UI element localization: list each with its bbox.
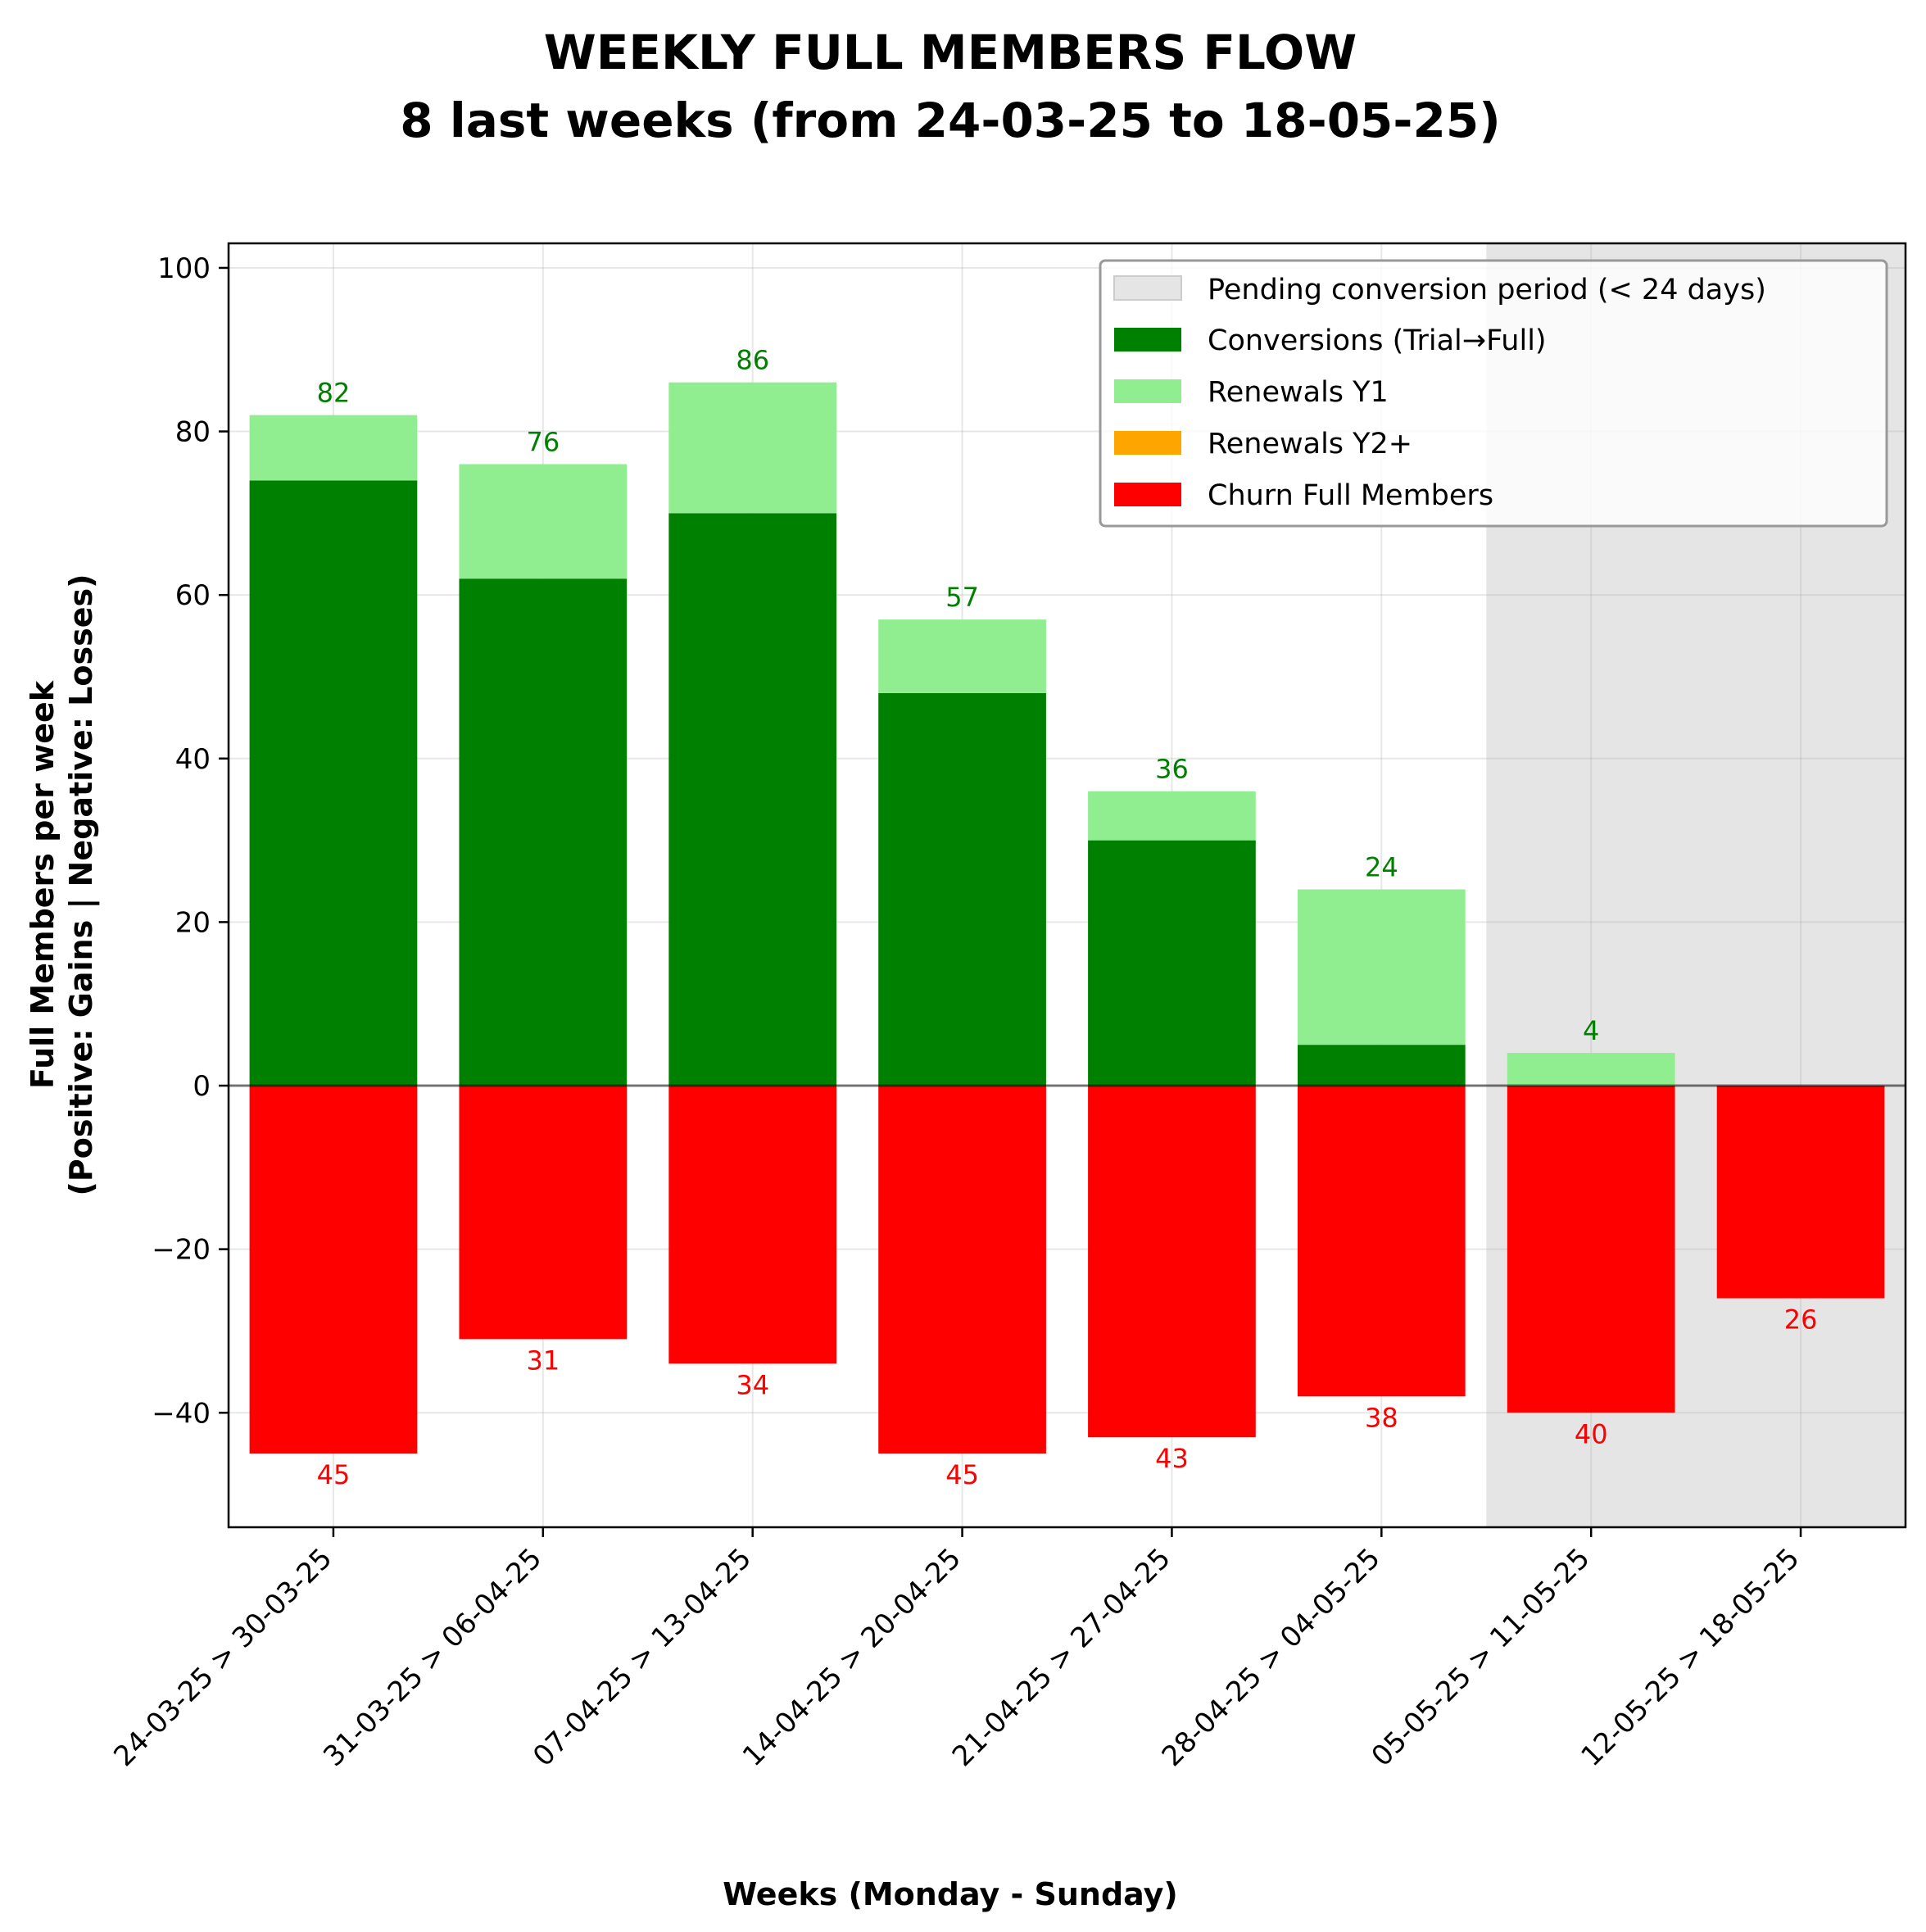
bar-churn-full-members bbox=[1297, 1086, 1466, 1397]
loss-total-label: 38 bbox=[1365, 1402, 1398, 1433]
gain-total-label: 86 bbox=[736, 345, 769, 376]
bar-renewals-y1 bbox=[878, 619, 1046, 693]
bar-conversions-trial-full bbox=[1297, 1045, 1466, 1086]
bar-churn-full-members bbox=[249, 1086, 418, 1454]
legend-swatch-renewals-y2 bbox=[1114, 431, 1181, 455]
y-axis-title-line1: Full Members per week bbox=[25, 680, 61, 1089]
x-tick-label: 05-05-25 > 11-05-25 bbox=[1366, 1542, 1597, 1773]
x-tick-label: 28-04-25 > 04-05-25 bbox=[1156, 1542, 1387, 1773]
chart-title-line1: WEEKLY FULL MEMBERS FLOW bbox=[544, 25, 1357, 80]
legend-swatch-conversions bbox=[1114, 328, 1181, 351]
y-axis-title-line2: (Positive: Gains | Negative: Losses) bbox=[63, 574, 100, 1196]
bar-conversions-trial-full bbox=[668, 513, 837, 1086]
x-tick-label: 14-04-25 > 20-04-25 bbox=[736, 1542, 968, 1773]
plot-frame bbox=[227, 242, 1907, 1529]
y-tick-label: 40 bbox=[175, 743, 211, 776]
gain-total-label: 76 bbox=[526, 426, 560, 457]
loss-total-label: 40 bbox=[1575, 1418, 1608, 1449]
loss-total-label: 45 bbox=[945, 1459, 979, 1490]
legend-label-churn: Churn Full Members bbox=[1208, 479, 1493, 512]
bar-churn-full-members bbox=[1507, 1086, 1675, 1413]
bar-renewals-y1 bbox=[1297, 889, 1466, 1045]
x-axis-title: Weeks (Monday - Sunday) bbox=[723, 1876, 1178, 1912]
legend-swatch-churn bbox=[1114, 483, 1181, 506]
legend-swatch-pending bbox=[1113, 275, 1182, 301]
x-tick-label: 31-03-25 > 06-04-25 bbox=[317, 1542, 548, 1773]
legend-label-renewals-y1: Renewals Y1 bbox=[1208, 376, 1389, 409]
x-tick-label: 12-05-25 > 18-05-25 bbox=[1575, 1542, 1806, 1773]
y-tick-label: 20 bbox=[175, 906, 211, 939]
x-tick-label: 07-04-25 > 13-04-25 bbox=[527, 1542, 758, 1773]
legend-label-renewals-y2: Renewals Y2+ bbox=[1208, 428, 1412, 460]
bar-churn-full-members bbox=[1088, 1086, 1256, 1438]
gain-total-label: 82 bbox=[317, 378, 351, 409]
legend-label-conversions: Conversions (Trial→Full) bbox=[1208, 324, 1547, 357]
loss-total-label: 34 bbox=[736, 1369, 769, 1400]
gain-total-label: 24 bbox=[1365, 851, 1398, 882]
x-tick-label: 21-04-25 > 27-04-25 bbox=[946, 1542, 1177, 1773]
y-tick-label: 80 bbox=[175, 416, 211, 449]
gain-total-label: 57 bbox=[945, 582, 979, 613]
y-axis-title: Full Members per week (Positive: Gains |… bbox=[25, 574, 100, 1196]
loss-total-label: 31 bbox=[526, 1345, 560, 1376]
loss-total-label: 43 bbox=[1155, 1443, 1189, 1474]
y-tick-label: −40 bbox=[152, 1397, 211, 1430]
loss-total-label: 26 bbox=[1784, 1304, 1818, 1336]
gain-total-label: 4 bbox=[1583, 1015, 1599, 1046]
bar-conversions-trial-full bbox=[249, 480, 418, 1086]
bar-churn-full-members bbox=[1716, 1086, 1885, 1299]
legend-box bbox=[1099, 259, 1888, 528]
chart-title-line2: 8 last weeks (from 24-03-25 to 18-05-25) bbox=[400, 93, 1500, 148]
legend-label-pending: Pending conversion period (< 24 days) bbox=[1208, 274, 1766, 306]
y-tick-label: 0 bbox=[193, 1070, 211, 1103]
bar-conversions-trial-full bbox=[878, 692, 1046, 1086]
bar-churn-full-members bbox=[459, 1086, 628, 1340]
bar-renewals-y1 bbox=[1507, 1053, 1675, 1086]
bar-conversions-trial-full bbox=[1088, 840, 1256, 1086]
bar-renewals-y1 bbox=[668, 382, 837, 514]
bar-renewals-y1 bbox=[1088, 791, 1256, 841]
bar-renewals-y1 bbox=[249, 415, 418, 481]
y-tick-label: 100 bbox=[157, 252, 211, 285]
x-tick-label: 24-03-25 > 30-03-25 bbox=[107, 1542, 338, 1773]
bar-churn-full-members bbox=[668, 1086, 837, 1364]
bar-renewals-y1 bbox=[459, 464, 628, 579]
legend-swatch-renewals-y1 bbox=[1114, 379, 1181, 403]
bar-conversions-trial-full bbox=[459, 578, 628, 1086]
y-tick-label: 60 bbox=[175, 579, 211, 612]
legend: Pending conversion period (< 24 days) Co… bbox=[1099, 259, 1888, 528]
y-tick-label: −20 bbox=[152, 1234, 211, 1267]
bar-churn-full-members bbox=[878, 1086, 1046, 1454]
gain-total-label: 36 bbox=[1155, 754, 1189, 785]
loss-total-label: 45 bbox=[317, 1459, 351, 1490]
